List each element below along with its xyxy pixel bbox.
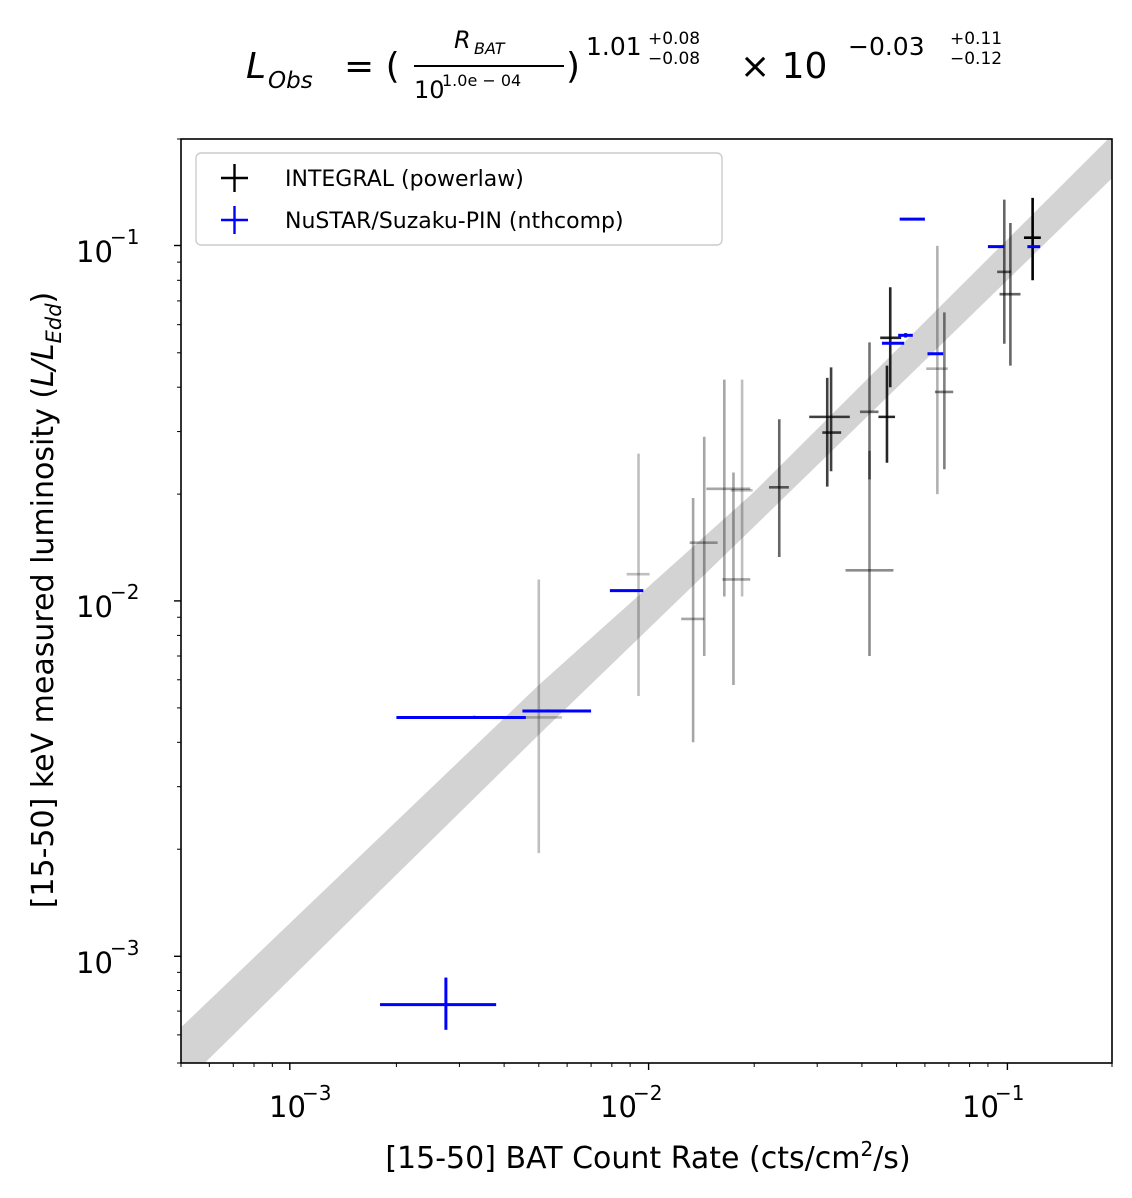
data-point <box>934 312 954 470</box>
chart-title: L Obs = ( R BAT 10 1.0e − 04 ) 1.01 +0.0… <box>246 26 1002 104</box>
title-lhs-main: L <box>246 46 266 87</box>
x-tick-1e-2: 10 −2 <box>600 1063 662 1124</box>
y-tick-label-exp: −1 <box>110 225 139 249</box>
title-exp-main: 1.01 <box>586 32 642 61</box>
title-times: × 10 <box>740 46 827 87</box>
y-tick-label-exp: −3 <box>110 936 139 960</box>
legend-marker-integral <box>221 164 248 192</box>
legend-marker-nustar <box>221 206 248 234</box>
x-tick-label-exp: −2 <box>633 1081 662 1105</box>
data-point <box>522 709 592 713</box>
title-frac-num-main: R <box>454 26 471 54</box>
x-tick-label-base: 10 <box>962 1090 999 1124</box>
x-tick-label-exp: −1 <box>995 1081 1024 1105</box>
data-point <box>1023 197 1041 281</box>
title-frac-den-exp: 1.0e − 04 <box>442 71 521 90</box>
data-point <box>730 379 753 597</box>
data-point <box>706 379 751 597</box>
x-axis: 10 −3 10 −2 10 −1 <box>269 1063 1024 1124</box>
legend-label-nustar: NuSTAR/Suzaku-PIN (nthcomp) <box>285 209 624 234</box>
y-axis: 10 −1 10 −2 10 −3 <box>76 225 181 980</box>
legend-label-integral: INTEGRAL (powerlaw) <box>285 167 524 192</box>
x-tick-label-base: 10 <box>269 1090 306 1124</box>
data-point <box>681 498 705 743</box>
title-lhs-sub: Obs <box>268 68 313 94</box>
data-point <box>880 287 902 388</box>
y-minor-ticks <box>177 138 181 1064</box>
legend-box <box>195 152 723 246</box>
y-axis-label: [15-50] keV measured luminosity (L/LEdd) <box>26 292 66 909</box>
data-point <box>822 367 842 472</box>
y-tick-label-exp: −2 <box>110 580 139 604</box>
data-point <box>999 223 1021 366</box>
data-point <box>626 453 650 697</box>
title-exp-down: −0.08 <box>648 49 700 69</box>
title-equals: = ( <box>344 46 400 87</box>
title-frac-den-base: 10 <box>414 76 445 104</box>
x-tick-1e-3: 10 −3 <box>269 1063 331 1124</box>
data-point <box>878 365 896 463</box>
title-exp2-up: +0.11 <box>950 29 1002 49</box>
data-point <box>380 977 497 1030</box>
data-point <box>722 472 751 686</box>
data-point <box>769 419 789 558</box>
data-point <box>997 199 1012 344</box>
y-tick-label-base: 10 <box>76 946 113 980</box>
integral-series <box>522 197 1041 854</box>
x-tick-1e-1: 10 −1 <box>962 1063 1024 1124</box>
title-frac-num-sub: BAT <box>474 39 506 58</box>
title-exp2-main: −0.03 <box>848 32 925 61</box>
nustar-series <box>380 217 1041 1030</box>
data-point <box>522 579 562 854</box>
title-exp-up: +0.08 <box>648 29 700 49</box>
x-axis-label: [15-50] BAT Count Rate (cts/cm2/s) <box>385 1137 910 1176</box>
y-tick-1e-3: 10 −3 <box>76 936 181 980</box>
title-exp2-down: −0.12 <box>950 49 1002 69</box>
y-tick-1e-1: 10 −1 <box>76 225 181 269</box>
data-point <box>689 436 718 657</box>
data-point <box>859 342 879 480</box>
data-point <box>898 333 913 338</box>
data-point <box>396 715 526 719</box>
plot-area <box>181 139 1112 1063</box>
y-tick-1e-2: 10 −2 <box>76 580 181 624</box>
legend: INTEGRAL (powerlaw) NuSTAR/Suzaku-PIN (n… <box>195 152 723 246</box>
title-close-paren: ) <box>566 46 580 87</box>
y-tick-label-base: 10 <box>76 235 113 269</box>
x-tick-label-exp: −3 <box>302 1081 331 1105</box>
x-minor-ticks <box>180 1063 1113 1067</box>
fit-confidence-band <box>181 139 1112 1063</box>
x-tick-label-base: 10 <box>600 1090 637 1124</box>
data-point <box>845 450 894 657</box>
y-tick-label-base: 10 <box>76 590 113 624</box>
